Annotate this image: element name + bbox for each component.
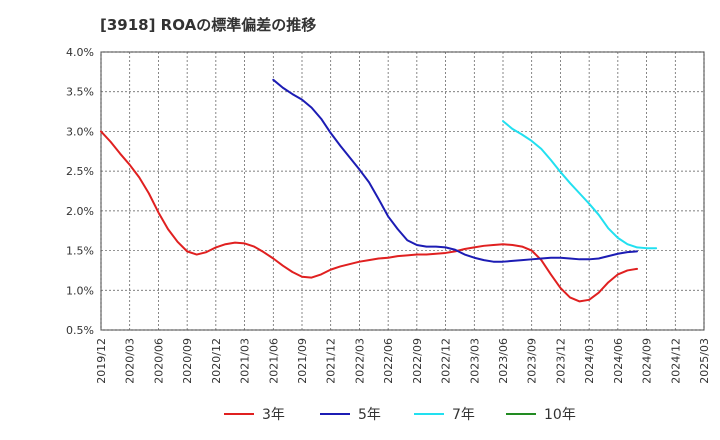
x-tick-label: 2019/12 [95,338,108,384]
x-tick-label: 2022/12 [440,338,453,384]
plot-frame [100,51,705,331]
x-tick-label: 2021/06 [267,338,280,384]
x-tick-label: 2024/03 [583,338,596,384]
y-tick-label: 4.0% [66,46,94,59]
x-tick-label: 2024/06 [612,338,625,384]
y-tick-label: 1.0% [66,284,94,297]
x-tick-label: 2023/06 [497,338,510,384]
series-line-1 [272,78,638,263]
x-tick-label: 2024/12 [669,338,682,384]
x-tick-label: 2020/09 [181,338,194,384]
x-tick-label: 2022/09 [411,338,424,384]
x-tick-label: 2021/09 [296,338,309,384]
chart-title: [3918] ROAの標準偏差の推移 [100,16,317,34]
x-tick-label: 2020/06 [152,338,165,384]
x-tick-label: 2025/03 [698,338,711,384]
series-line-2 [502,120,658,250]
series-line-0 [100,130,638,303]
legend-label-0: 3年 [262,407,285,423]
legend-label-3: 10年 [544,407,576,423]
x-tick-label: 2020/03 [124,338,137,384]
y-tick-label: 1.5% [66,245,94,258]
legend-label-2: 7年 [452,407,475,423]
legend-label-1: 5年 [358,407,381,423]
x-tick-label: 2023/12 [554,338,567,384]
y-tick-label: 3.0% [66,125,94,138]
legend: 3年 5年 7年 10年 [224,407,576,423]
grid-layer [100,51,705,331]
x-tick-label: 2022/03 [353,338,366,384]
series-layer [100,78,658,303]
x-tick-label: 2021/03 [239,338,252,384]
y-tick-label: 3.5% [66,86,94,99]
x-tick-label: 2023/09 [526,338,539,384]
y-tick-label: 2.5% [66,165,94,178]
y-tick-label: 0.5% [66,324,94,337]
y-tick-label: 2.0% [66,205,94,218]
x-tick-label: 2023/03 [468,338,481,384]
x-tick-label: 2021/12 [325,338,338,384]
axis-layer: 0.5% 1.0% 1.5% 2.0% 2.5% 3.0% 3.5% 4.0% 2019/12 2… [66,46,711,384]
x-tick-label: 2020/12 [210,338,223,384]
x-tick-label: 2022/06 [382,338,395,384]
x-tick-label: 2024/09 [641,338,654,384]
